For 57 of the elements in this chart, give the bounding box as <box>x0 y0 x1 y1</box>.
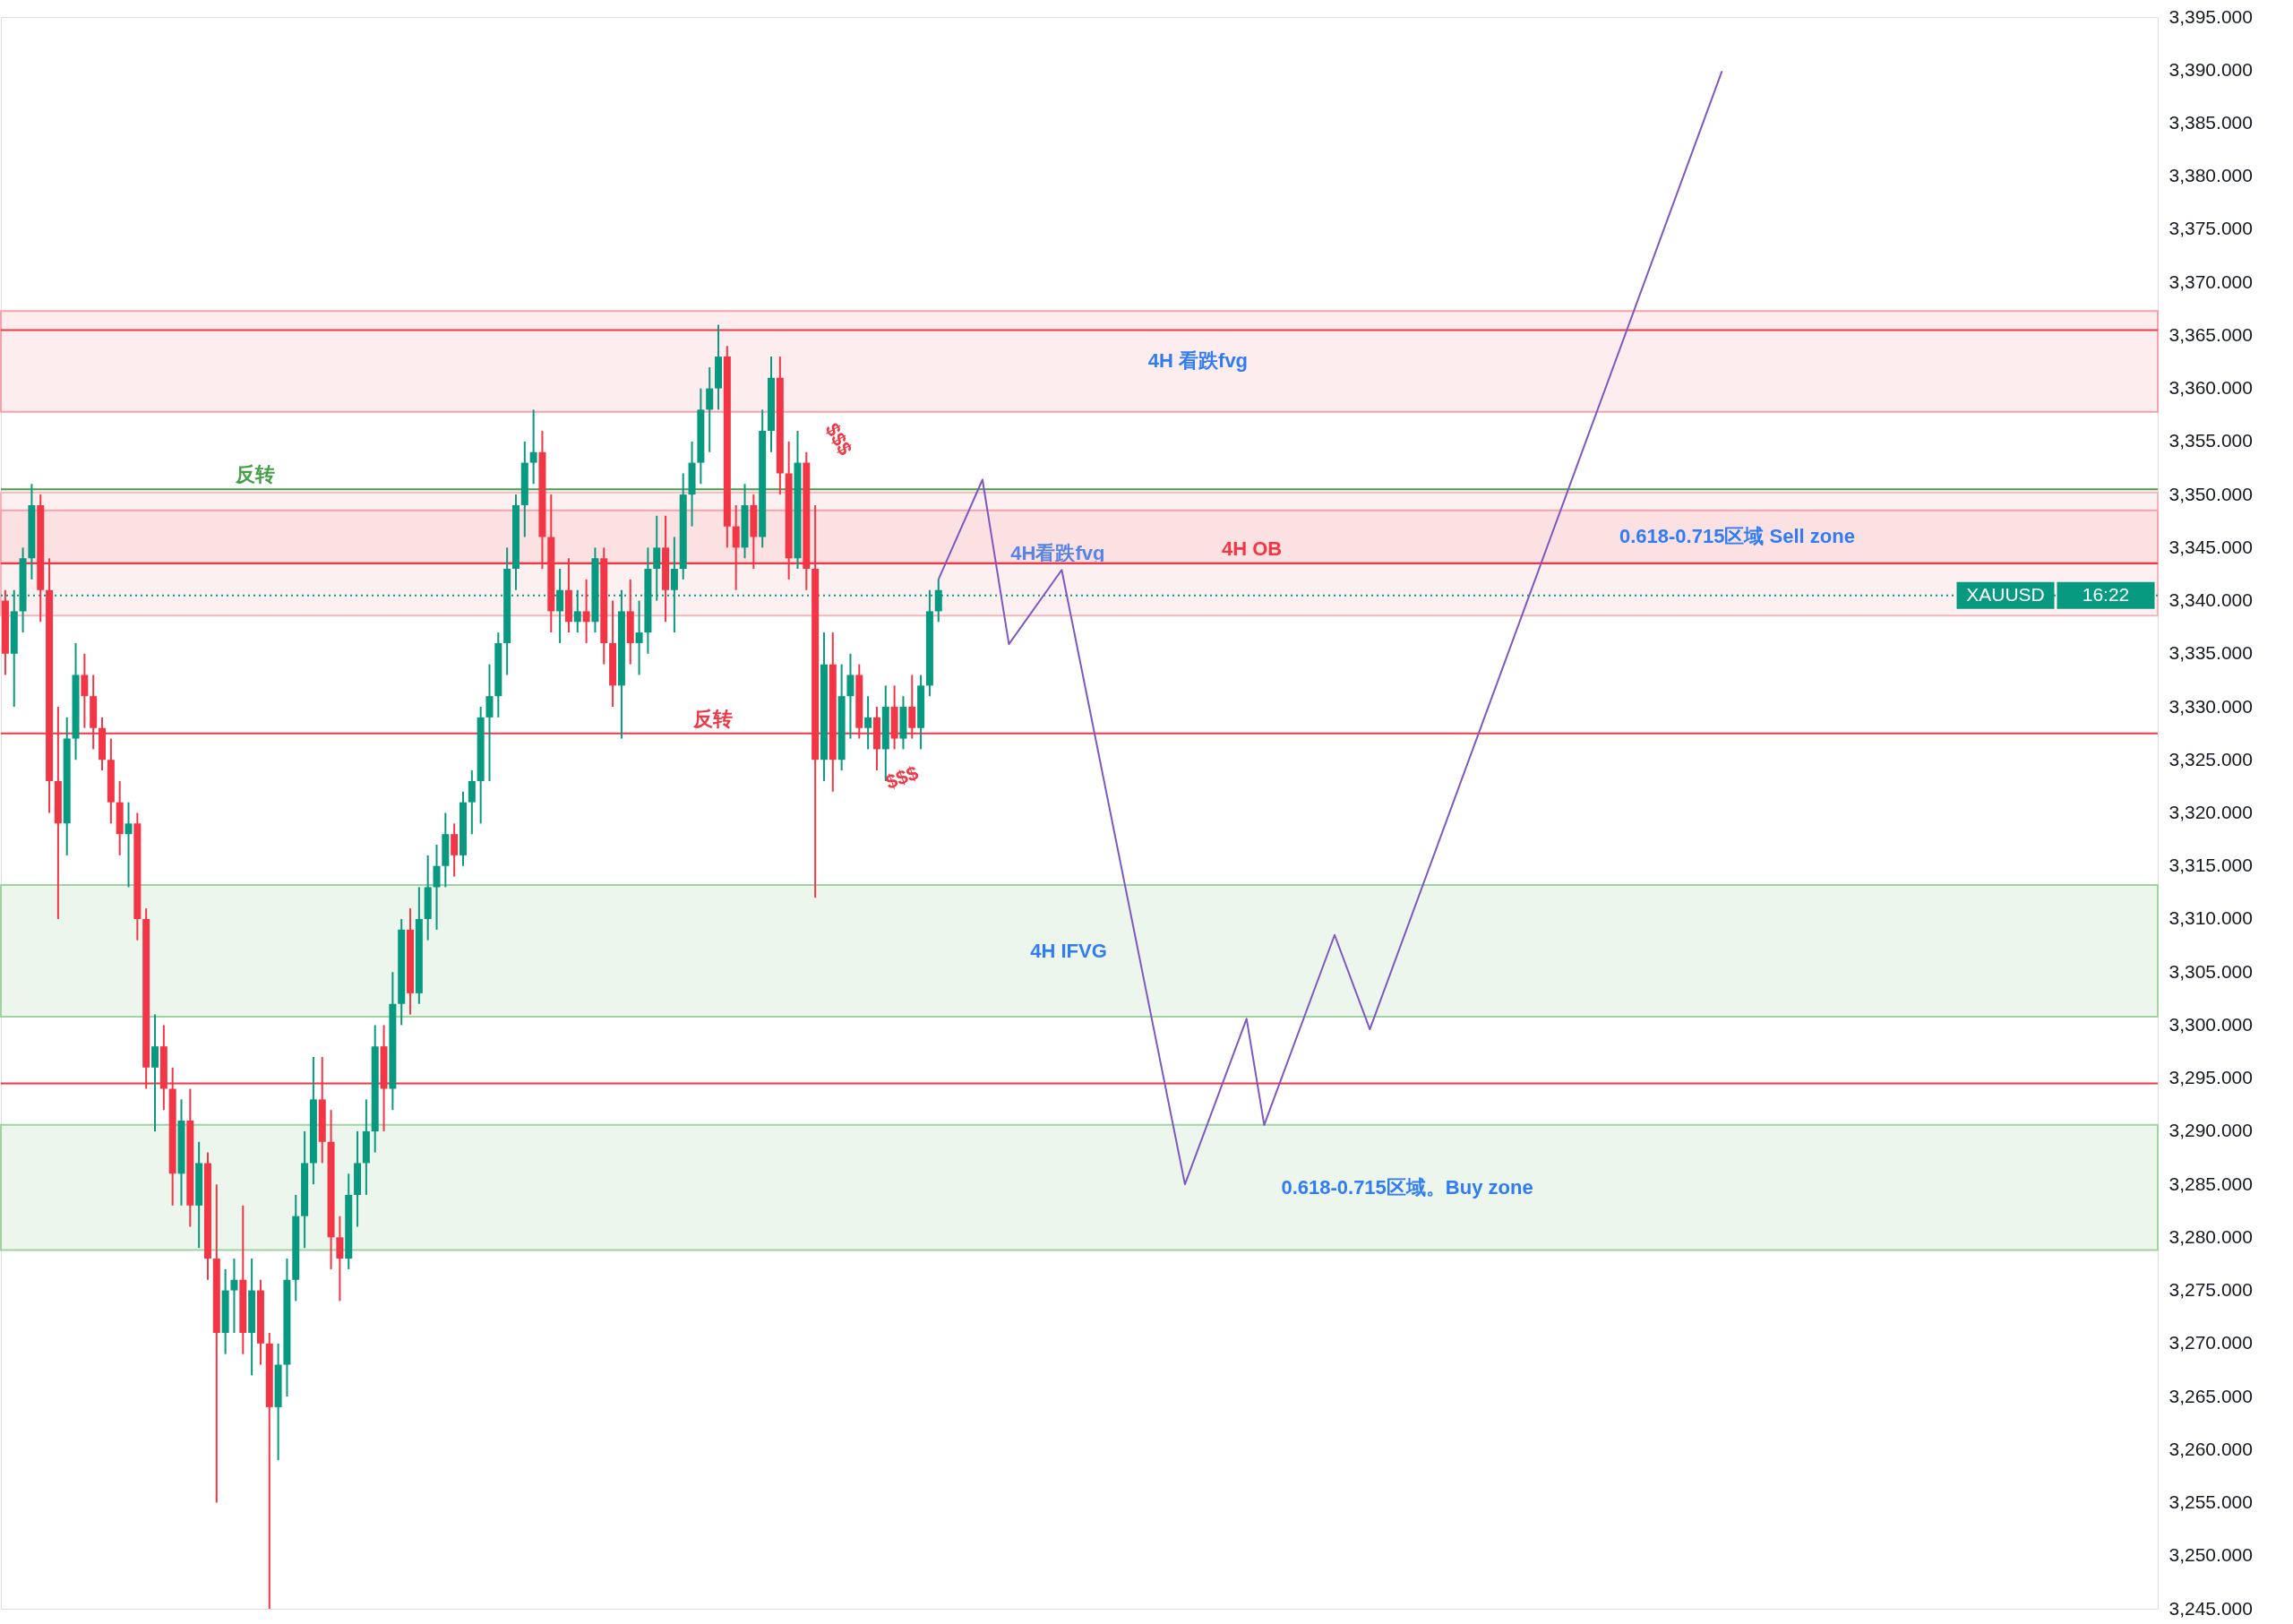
band-label: 0.618-0.715区域。Buy zone <box>1281 1175 1533 1199</box>
y-tick-label: 3,390.000 <box>2168 58 2253 80</box>
annotation: $$$ <box>882 760 922 794</box>
candlestick <box>485 663 494 782</box>
y-tick-label: 3,260.000 <box>2168 1438 2253 1459</box>
candlestick <box>151 1013 159 1132</box>
y-tick-label: 3,395.000 <box>2168 5 2253 27</box>
candlestick <box>864 695 872 751</box>
band-label: 0.618-0.715区域 Sell zone <box>1619 524 1855 547</box>
y-tick-label: 3,280.000 <box>2168 1225 2253 1247</box>
candlestick <box>529 408 537 485</box>
y-tick-label: 3,285.000 <box>2168 1173 2253 1194</box>
y-tick-label: 3,250.000 <box>2168 1544 2253 1566</box>
y-tick-label: 3,300.000 <box>2168 1013 2253 1035</box>
y-tick-label: 3,265.000 <box>2168 1385 2253 1406</box>
y-tick-label: 3,305.000 <box>2168 960 2253 982</box>
y-tick-label: 3,295.000 <box>2168 1067 2253 1088</box>
candlestick <box>81 652 89 729</box>
candlestick <box>230 1258 238 1334</box>
y-tick-label: 3,350.000 <box>2168 483 2253 504</box>
candlestick <box>451 822 459 878</box>
candlestick <box>582 578 590 644</box>
y-tick-label: 3,245.000 <box>2168 1597 2253 1619</box>
y-tick-label: 3,360.000 <box>2168 377 2253 399</box>
y-tick-label: 3,370.000 <box>2168 271 2253 292</box>
annotation: $$$ <box>820 419 857 460</box>
y-tick-label: 3,330.000 <box>2168 695 2253 717</box>
candlestick <box>468 769 476 836</box>
y-tick-label: 3,335.000 <box>2168 642 2253 664</box>
y-tick-label: 3,365.000 <box>2168 323 2253 345</box>
candlestick <box>846 652 855 740</box>
y-tick-label: 3,270.000 <box>2168 1332 2253 1353</box>
ref-line-label: 反转 <box>235 463 276 486</box>
y-tick-label: 3,375.000 <box>2168 218 2253 239</box>
y-tick-label: 3,275.000 <box>2168 1279 2253 1301</box>
band-label: 4H 看跌fvg <box>1147 349 1249 373</box>
candlestick <box>125 801 133 889</box>
y-tick-label: 3,255.000 <box>2168 1491 2253 1513</box>
candlestick <box>635 599 643 676</box>
candlestick <box>706 365 714 453</box>
y-tick-label: 3,345.000 <box>2168 536 2253 557</box>
y-tick-label: 3,325.000 <box>2168 748 2253 769</box>
y-tick-label: 3,320.000 <box>2168 802 2253 822</box>
y-tick-label: 3,310.000 <box>2168 907 2253 929</box>
ref-line-label: 反转 <box>691 707 733 730</box>
candlestick <box>336 1215 344 1302</box>
ref-line-label: 4H OB <box>1222 537 1283 561</box>
y-tick-label: 3,290.000 <box>2168 1120 2253 1141</box>
y-tick-label: 3,340.000 <box>2168 589 2253 611</box>
y-tick-label: 3,385.000 <box>2168 111 2253 133</box>
candlestick <box>433 844 441 931</box>
annotation: 16:22 <box>2082 583 2130 605</box>
annotation: XAUUSD <box>1966 583 2045 605</box>
y-tick-label: 3,315.000 <box>2168 855 2253 876</box>
y-tick-label: 3,355.000 <box>2168 430 2253 451</box>
band-label: 4H IFVG <box>1030 939 1107 962</box>
y-tick-label: 3,380.000 <box>2168 165 2253 186</box>
